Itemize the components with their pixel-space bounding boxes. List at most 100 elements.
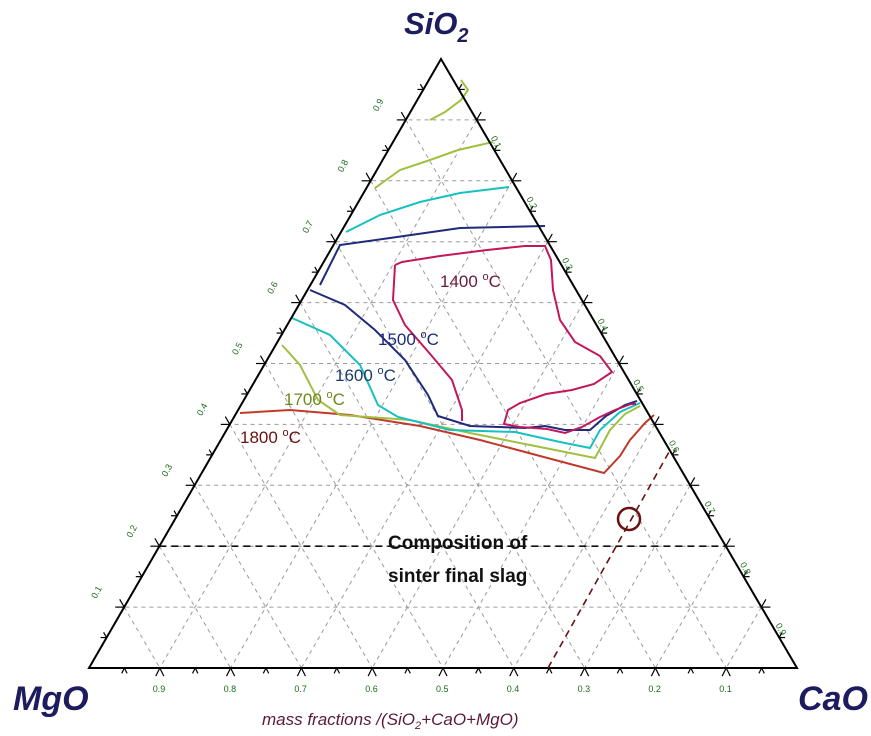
tick-label-left: 0.9 bbox=[371, 97, 386, 113]
tick-label-bottom: 0.1 bbox=[719, 684, 732, 694]
tick-label-left: 0.2 bbox=[124, 523, 139, 539]
tick-mark bbox=[155, 667, 161, 677]
tick-label-left: 0.7 bbox=[300, 219, 315, 235]
tick-mark bbox=[513, 667, 519, 677]
tick-mark bbox=[371, 667, 377, 677]
apex-label-sio2: SiO2 bbox=[404, 6, 469, 47]
tick-mark bbox=[330, 233, 336, 242]
tick-mark bbox=[230, 667, 236, 677]
composition-note-line2: sinter final slag bbox=[388, 566, 527, 587]
tick-mark bbox=[580, 667, 586, 677]
tick-label-bottom: 0.2 bbox=[648, 684, 661, 694]
apex-label-cao: CaO bbox=[798, 680, 868, 718]
tick-label-right: 0.9 bbox=[774, 621, 789, 637]
tick-label-bottom: 0.9 bbox=[153, 684, 166, 694]
tick-label-left: 0.1 bbox=[89, 584, 104, 600]
tick-label-bottom: 0.4 bbox=[507, 684, 520, 694]
tick-mark bbox=[618, 355, 625, 364]
tick-label-right: 0.7 bbox=[702, 500, 717, 516]
isotherm-line bbox=[309, 289, 638, 431]
isotherm-line bbox=[239, 408, 655, 475]
isotherm-line bbox=[391, 245, 636, 435]
tick-mark bbox=[689, 477, 696, 486]
grid-line-mgo bbox=[334, 241, 586, 669]
grid-line-mgo bbox=[229, 424, 373, 669]
tick-mark bbox=[547, 233, 553, 242]
isotherm-line bbox=[291, 317, 641, 450]
tick-label-bottom: 0.5 bbox=[436, 684, 449, 694]
tick-mark bbox=[365, 172, 372, 182]
tick-label-left: 0.6 bbox=[265, 280, 280, 296]
tick-mark bbox=[400, 111, 407, 121]
grid-line-cao bbox=[371, 302, 584, 669]
tick-mark bbox=[760, 598, 767, 608]
tick-label-right: 0.6 bbox=[667, 439, 682, 455]
tick-label-right: 0.1 bbox=[489, 134, 504, 150]
tick-mark bbox=[725, 667, 731, 677]
tick-label-bottom: 0.7 bbox=[294, 684, 307, 694]
tick-label-right: 0.3 bbox=[560, 256, 575, 272]
tick-mark bbox=[159, 667, 165, 677]
isotherm-line bbox=[319, 225, 546, 286]
isotherm-label: 1800 oC bbox=[240, 427, 301, 447]
grid-line-mgo bbox=[264, 363, 444, 669]
tick-label-right: 0.5 bbox=[631, 378, 646, 394]
tick-mark bbox=[650, 667, 656, 677]
tick-mark bbox=[654, 416, 660, 425]
tick-mark bbox=[296, 667, 302, 677]
tick-mark bbox=[119, 598, 125, 608]
tick-mark bbox=[438, 667, 444, 677]
tick-label-right: 0.2 bbox=[524, 195, 539, 211]
isotherm-line bbox=[429, 79, 470, 121]
tick-mark bbox=[154, 538, 160, 547]
grid-line-mgo bbox=[405, 119, 727, 669]
isotherm-line bbox=[374, 141, 494, 189]
tick-mark bbox=[224, 416, 231, 425]
grid-line-cao bbox=[159, 119, 478, 669]
grid-line-cao bbox=[442, 363, 620, 669]
tick-mark bbox=[584, 667, 590, 677]
grid-line-mgo bbox=[123, 606, 161, 669]
tick-mark bbox=[509, 667, 515, 677]
tick-label-left: 0.3 bbox=[160, 462, 175, 478]
tick-mark bbox=[295, 294, 301, 303]
tick-mark bbox=[725, 538, 731, 547]
tick-mark bbox=[226, 667, 232, 677]
isotherm-curves: 1400 oC 1500 oC 1600 oC 1700 oC 1800 oC bbox=[239, 79, 655, 475]
tick-label-bottom: 0.8 bbox=[224, 684, 237, 694]
tick-mark bbox=[476, 111, 482, 121]
tick-label-bottom: 0.3 bbox=[578, 684, 591, 694]
composition-point-circle bbox=[616, 506, 642, 532]
isotherm-line bbox=[345, 186, 510, 233]
tick-mark bbox=[259, 355, 266, 364]
composition-marker bbox=[159, 451, 726, 669]
apex-label-mgo: MgO bbox=[13, 680, 89, 718]
grid-line-cao bbox=[584, 485, 691, 669]
tick-label-right: 0.4 bbox=[596, 317, 611, 333]
grid-line-mgo bbox=[194, 485, 302, 669]
isotherm-line bbox=[281, 344, 641, 460]
tick-mark bbox=[367, 667, 373, 677]
tick-mark bbox=[511, 172, 518, 182]
tick-marks bbox=[100, 83, 786, 677]
tick-label-left: 0.8 bbox=[336, 158, 351, 174]
tick-label-right: 0.8 bbox=[738, 560, 753, 576]
tick-mark bbox=[442, 667, 448, 677]
isotherm-label: 1400 oC bbox=[440, 271, 501, 291]
triangle-frame bbox=[87, 57, 799, 669]
isotherm-label: 1500 oC bbox=[378, 329, 439, 349]
tick-label-left: 0.5 bbox=[230, 341, 245, 357]
composition-note-line1: Composition of bbox=[388, 533, 528, 554]
tick-label-left: 0.4 bbox=[195, 402, 210, 418]
grid-line-cao bbox=[725, 606, 762, 669]
tick-mark bbox=[582, 294, 589, 303]
grid bbox=[123, 119, 762, 669]
isotherm-label: 1600 oC bbox=[335, 365, 396, 385]
grid-line-mgo bbox=[370, 180, 656, 669]
tick-label-bottom: 0.6 bbox=[365, 684, 378, 694]
tick-mark bbox=[721, 667, 727, 677]
tick-mark bbox=[189, 477, 196, 486]
grid-line-cao bbox=[300, 241, 549, 669]
guide-line-diagonal bbox=[547, 451, 670, 669]
